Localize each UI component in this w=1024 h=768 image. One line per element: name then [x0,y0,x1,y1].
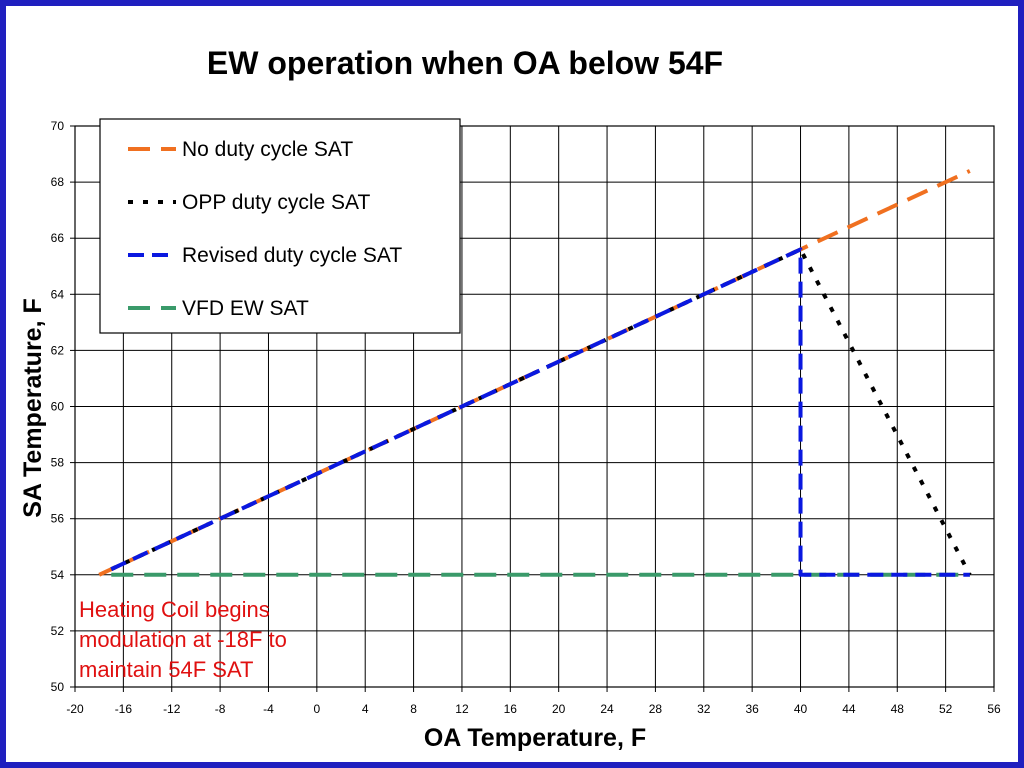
legend-label-no-duty-cycle-sat: No duty cycle SAT [182,138,353,161]
x-tick-label: 24 [600,702,614,716]
y-tick-label: 66 [51,231,65,245]
annotation-line: Heating Coil begins [79,597,270,622]
x-tick-label: 28 [649,702,663,716]
annotation-line: maintain 54F SAT [79,657,253,682]
legend-box [99,118,461,334]
x-tick-label: 20 [552,702,566,716]
legend: No duty cycle SAT OPP duty cycle SAT Revis… [99,118,461,334]
legend-label-vfd-ew-sat: VFD EW SAT [182,297,309,320]
y-tick-label: 62 [51,343,65,357]
x-tick-label: 36 [745,702,759,716]
x-tick-label: 8 [410,702,417,716]
x-tick-label: 52 [939,702,953,716]
y-tick-label: 58 [51,456,65,470]
y-tick-label: 68 [51,175,65,189]
chart-title: EW operation when OA below 54F [207,45,723,81]
series-line-no-duty-cycle-sat [98,169,971,577]
y-axis-title: SA Temperature, F [19,298,47,518]
x-tick-label: 0 [313,702,320,716]
series-line-revised-duty-cycle-sat [110,247,970,577]
x-tick-label: 32 [697,702,711,716]
y-tick-label: 56 [51,512,65,526]
legend-label-opp-duty-cycle-sat: OPP duty cycle SAT [182,191,370,214]
x-tick-label: 40 [794,702,808,716]
x-tick-label: -20 [66,702,84,716]
series-lines [98,169,972,577]
x-tick-label: 48 [891,702,905,716]
heating-coil-annotation: Heating Coil begins modulation at -18F to… [79,597,287,682]
x-tick-label: 44 [842,702,856,716]
y-tick-label: 70 [51,119,65,133]
x-tick-label: -8 [215,702,226,716]
x-tick-label: 12 [455,702,469,716]
y-tick-label: 54 [51,568,65,582]
x-tick-label: -12 [163,702,181,716]
x-tick-label: 16 [504,702,518,716]
y-tick-label: 50 [51,680,65,694]
y-tick-label: 64 [51,287,65,301]
x-tick-label: 4 [362,702,369,716]
y-tick-label: 60 [51,400,65,414]
x-tick-label: -4 [263,702,274,716]
annotation-line: modulation at -18F to [79,627,287,652]
x-tick-label: -16 [115,702,133,716]
x-axis-title: OA Temperature, F [424,724,646,752]
axis-ticks: -20 -16 -12 -8 -4 0 4 8 12 16 20 24 28 32 36 40 44 48 52 56… [51,119,1001,716]
legend-label-revised-duty-cycle-sat: Revised duty cycle SAT [182,244,402,267]
y-tick-label: 52 [51,624,65,638]
x-tick-label: 56 [987,702,1001,716]
